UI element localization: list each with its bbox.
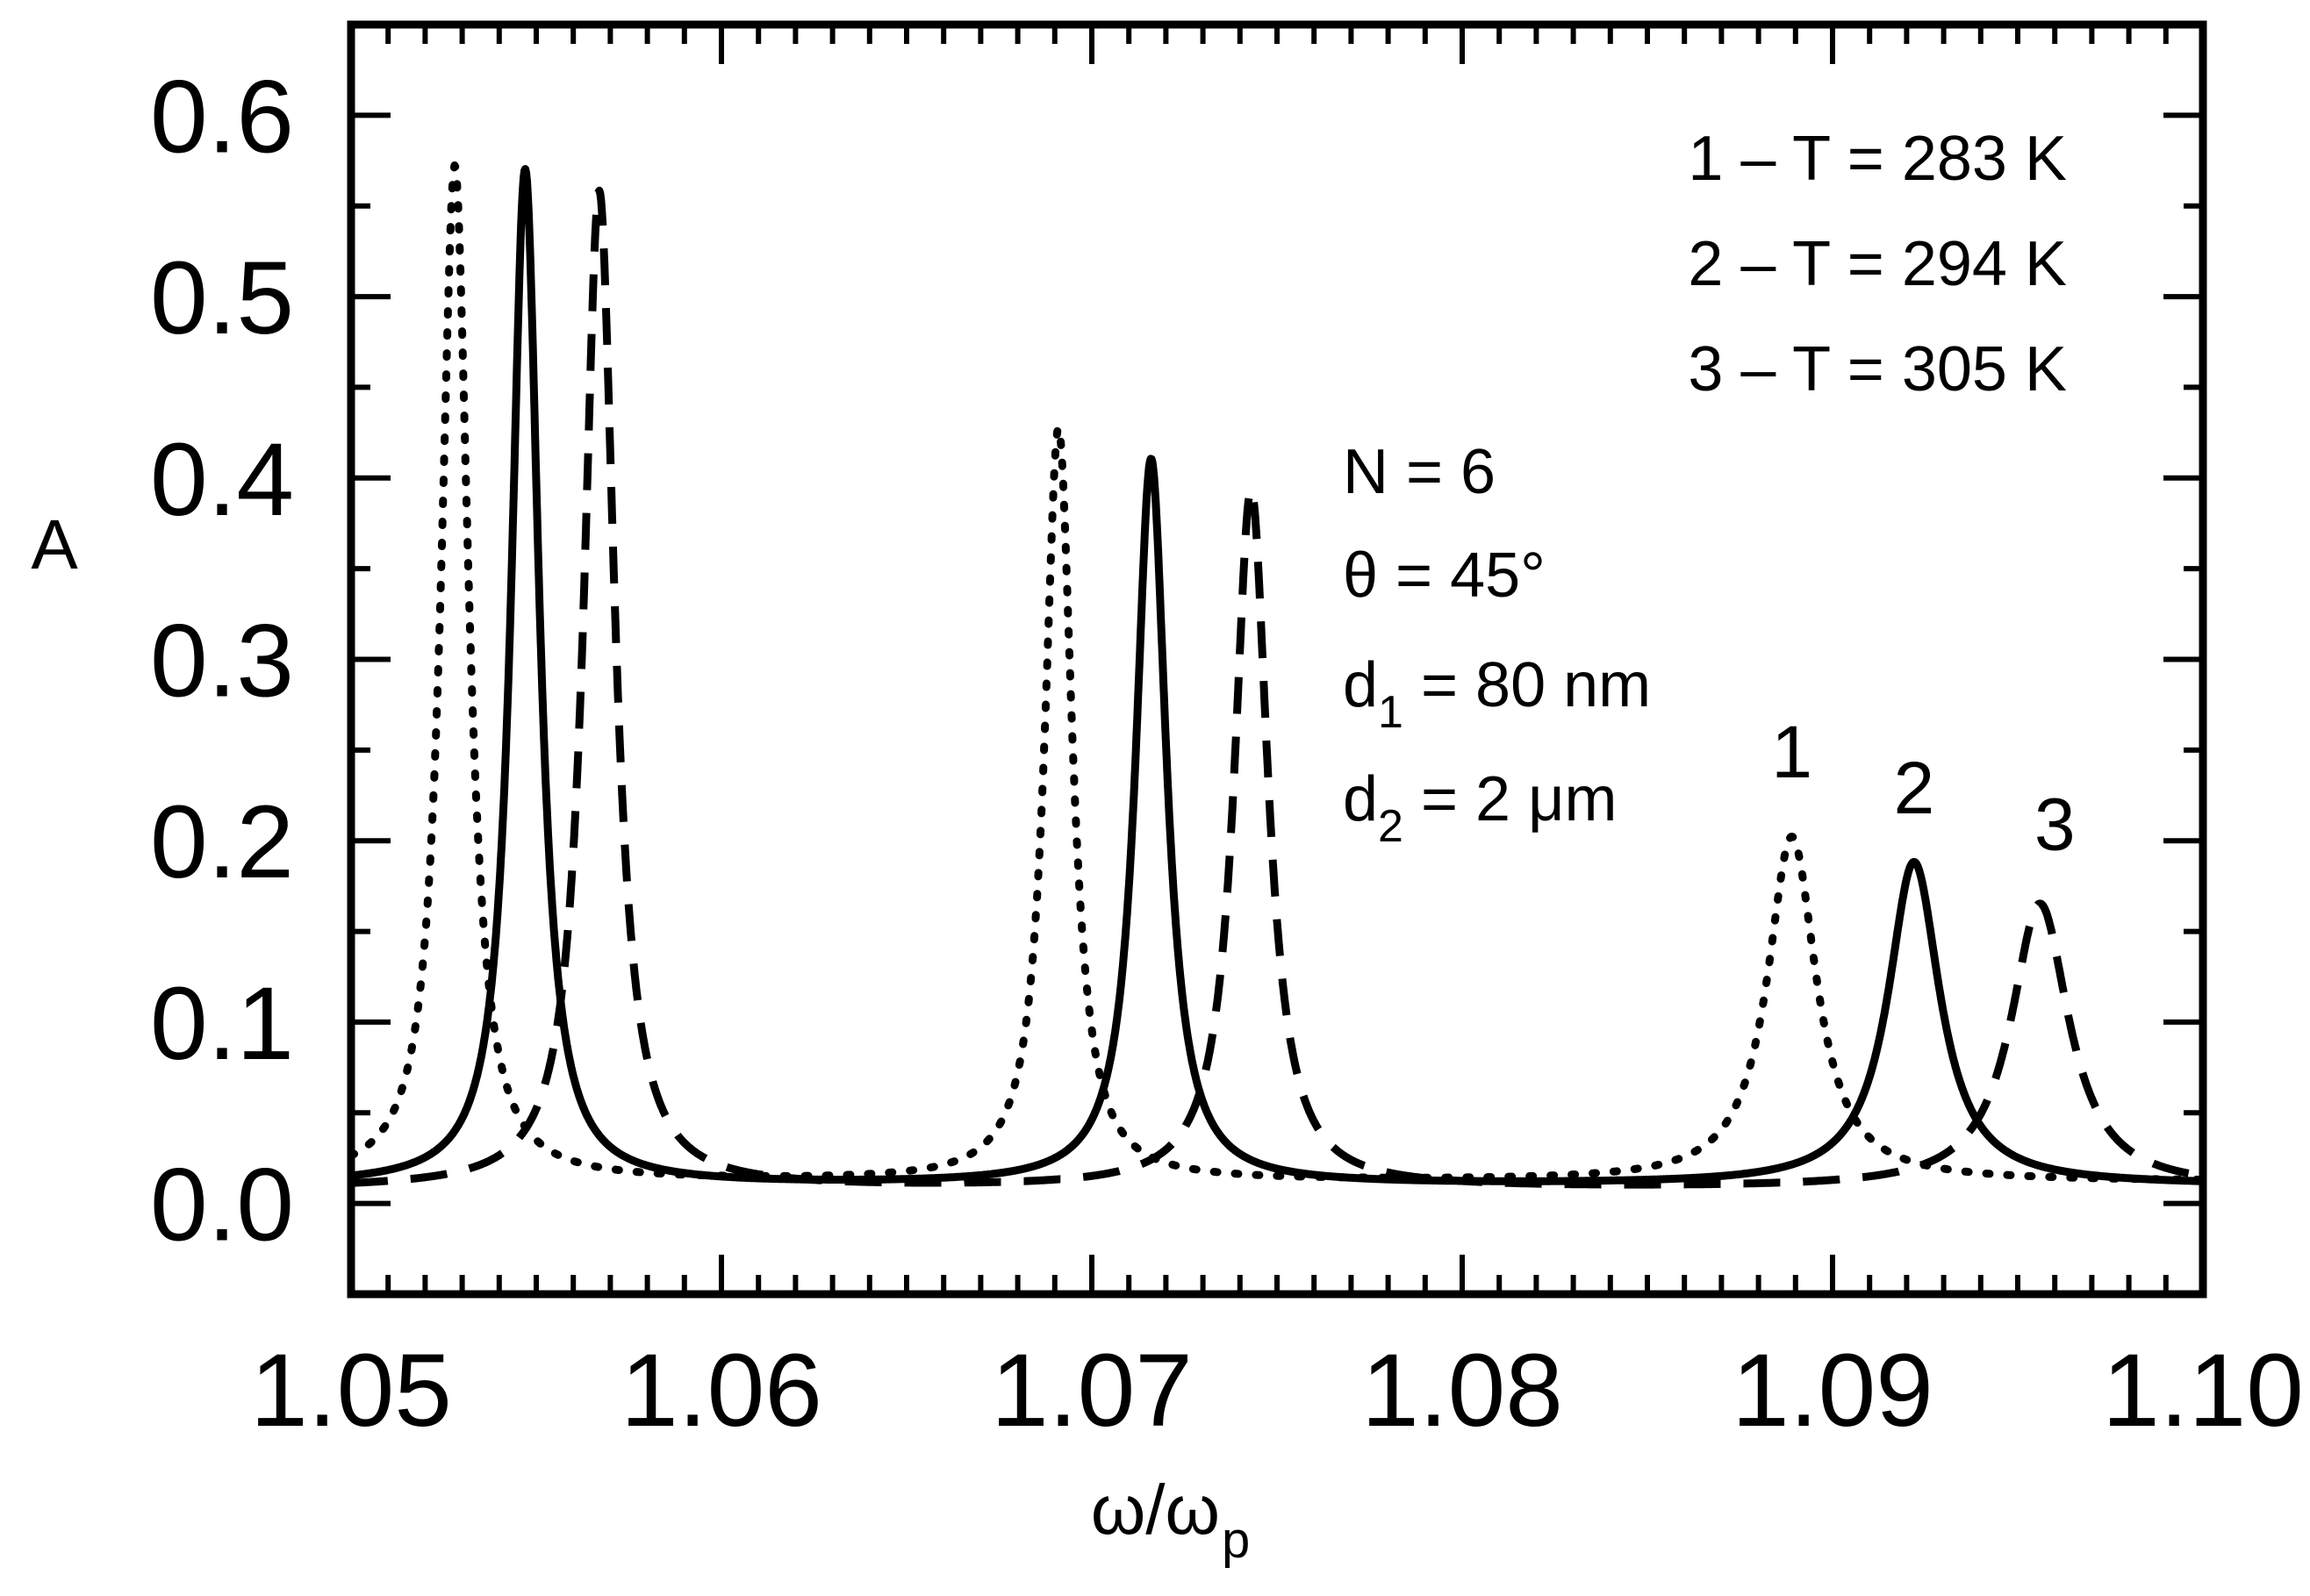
x-axis-label: ω/ω — [1091, 1471, 1220, 1549]
x-tick-label: 1.06 — [621, 1333, 822, 1449]
param-d2: d2 = 2 μm — [1343, 764, 1618, 852]
y-tick-label: 0.0 — [150, 1148, 294, 1263]
curves-group — [347, 161, 2207, 1189]
y-tick-label: 0.5 — [150, 240, 294, 356]
x-tick-label: 1.09 — [1732, 1333, 1933, 1449]
tick-labels-group: 1.05 1.06 1.07 1.08 1.09 1.10 0.0 0.1 0.2 0.3 0.4 0… — [150, 59, 2304, 1449]
x-tick-label: 1.07 — [991, 1333, 1193, 1449]
param-d1-subscript: 1 — [1378, 687, 1403, 738]
curve-label-3: 3 — [2034, 784, 2076, 866]
y-tick-label: 0.4 — [150, 422, 294, 538]
param-d1: d1 = 80 nm — [1343, 650, 1651, 738]
param-theta: θ = 45° — [1343, 540, 1546, 611]
param-d2-value: = 2 μm — [1403, 764, 1618, 834]
y-tick-label: 0.6 — [150, 59, 294, 175]
y-tick-label: 0.2 — [150, 784, 294, 900]
legend-entry-3: 3 – T = 305 K — [1688, 334, 2067, 404]
param-d1-symbol: d — [1343, 650, 1378, 720]
x-tick-label: 1.10 — [2102, 1333, 2304, 1449]
curve-label-1: 1 — [1771, 711, 1812, 793]
series-line-2-solid — [348, 165, 2206, 1185]
y-axis-label: A — [31, 505, 78, 583]
x-axis-label-subscript: p — [1222, 1512, 1250, 1569]
x-tick-label: 1.08 — [1361, 1333, 1563, 1449]
y-tick-label: 0.3 — [150, 604, 294, 719]
legend-entry-1: 1 – T = 283 K — [1688, 124, 2067, 194]
param-d2-subscript: 2 — [1378, 801, 1403, 852]
x-tick-label: 1.05 — [250, 1333, 452, 1449]
param-d2-symbol: d — [1343, 764, 1378, 834]
series-line-1-dotted — [347, 161, 2207, 1184]
axes-group — [347, 20, 2207, 1299]
series-line-3-dashed — [348, 186, 2206, 1189]
curve-label-2: 2 — [1893, 747, 1934, 829]
y-tick-label: 0.1 — [150, 966, 294, 1082]
param-d1-value: = 80 nm — [1403, 650, 1651, 720]
legend-entry-2: 2 – T = 294 K — [1688, 229, 2067, 299]
param-n: N = 6 — [1343, 437, 1496, 507]
